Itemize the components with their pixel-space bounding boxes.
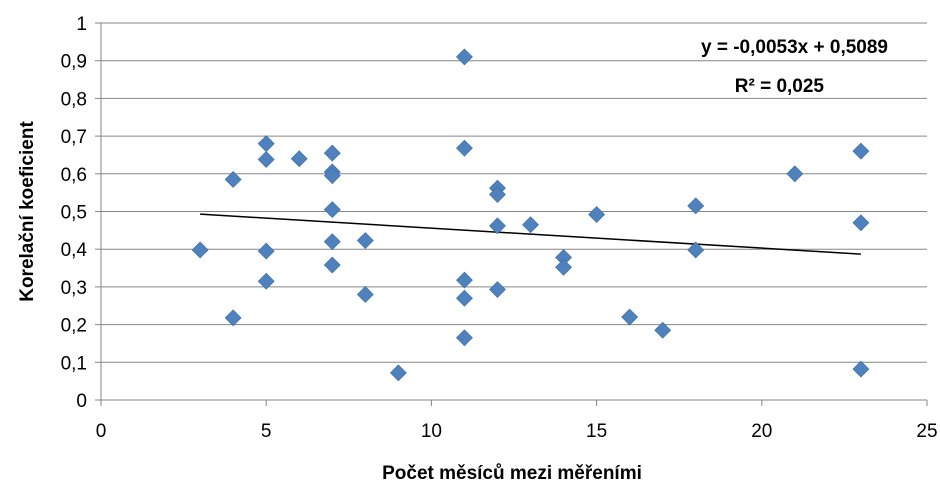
y-tick-label: 0,8	[61, 89, 87, 110]
data-point-32	[687, 197, 705, 215]
data-point-20	[456, 289, 473, 307]
x-tick-label: 20	[751, 421, 772, 442]
data-point-2	[224, 309, 242, 327]
data-point-28	[555, 258, 572, 276]
data-point-15	[356, 286, 374, 303]
y-tick-label: 0,5	[61, 203, 87, 224]
data-point-11	[323, 201, 341, 219]
x-tick-label: 25	[916, 421, 937, 442]
y-tick-label: 0,3	[61, 278, 87, 299]
y-tick-label: 0,2	[61, 316, 87, 337]
data-point-16	[389, 364, 407, 382]
trendline-r-squared: R² = 0,025	[735, 76, 825, 97]
y-tick-label: 0	[76, 391, 87, 412]
y-tick-label: 0,9	[61, 52, 87, 73]
axes	[95, 22, 928, 406]
x-tick-labels: 0 5 10 15 20 25	[96, 421, 938, 442]
trendline	[200, 213, 861, 255]
y-tick-label: 1	[76, 14, 87, 35]
y-tick-label: 0,6	[61, 165, 87, 186]
data-point-23	[489, 186, 506, 203]
data-point-31	[654, 321, 672, 339]
data-points	[191, 48, 870, 382]
data-point-6	[257, 272, 275, 290]
data-point-12	[323, 233, 341, 251]
data-point-36	[852, 214, 870, 232]
data-point-29	[588, 206, 606, 223]
gridlines	[101, 22, 927, 363]
y-axis-title: Korelační koeficient	[17, 121, 38, 302]
data-point-26	[522, 216, 539, 234]
data-point-30	[621, 308, 639, 326]
data-point-34	[786, 165, 804, 183]
x-tick-label: 5	[261, 421, 272, 442]
y-tick-label: 0,4	[61, 240, 88, 261]
data-point-33	[687, 241, 705, 259]
data-point-19	[456, 271, 473, 289]
data-point-10	[323, 167, 341, 185]
data-point-35	[852, 142, 870, 160]
x-tick-label: 10	[421, 421, 442, 442]
data-point-5	[257, 242, 275, 260]
trendline-group	[200, 213, 861, 255]
x-axis-title: Počet měsíců mezi měřeními	[382, 463, 642, 484]
x-tick-label: 0	[96, 421, 107, 442]
y-tick-label: 0,7	[61, 127, 87, 148]
data-point-13	[323, 256, 341, 274]
data-point-37	[852, 360, 870, 378]
data-point-18	[456, 139, 473, 157]
data-point-17	[456, 48, 473, 66]
data-point-8	[323, 144, 341, 162]
data-point-0	[191, 241, 209, 259]
data-point-3	[257, 135, 275, 153]
data-point-14	[356, 232, 374, 249]
trendline-equation: y = -0,0053x + 0,5089	[701, 37, 888, 58]
data-point-21	[456, 329, 473, 347]
y-tick-label: 0,1	[61, 353, 87, 374]
data-point-24	[489, 217, 506, 235]
data-point-4	[257, 151, 275, 168]
y-tick-labels: 0 0,1 0,2 0,3 0,4 0,5 0,6 0,7 0,8 0,9 1	[61, 14, 88, 412]
data-point-25	[489, 281, 506, 298]
data-point-1	[224, 171, 242, 188]
data-point-7	[290, 150, 308, 168]
x-tick-label: 15	[586, 421, 607, 442]
